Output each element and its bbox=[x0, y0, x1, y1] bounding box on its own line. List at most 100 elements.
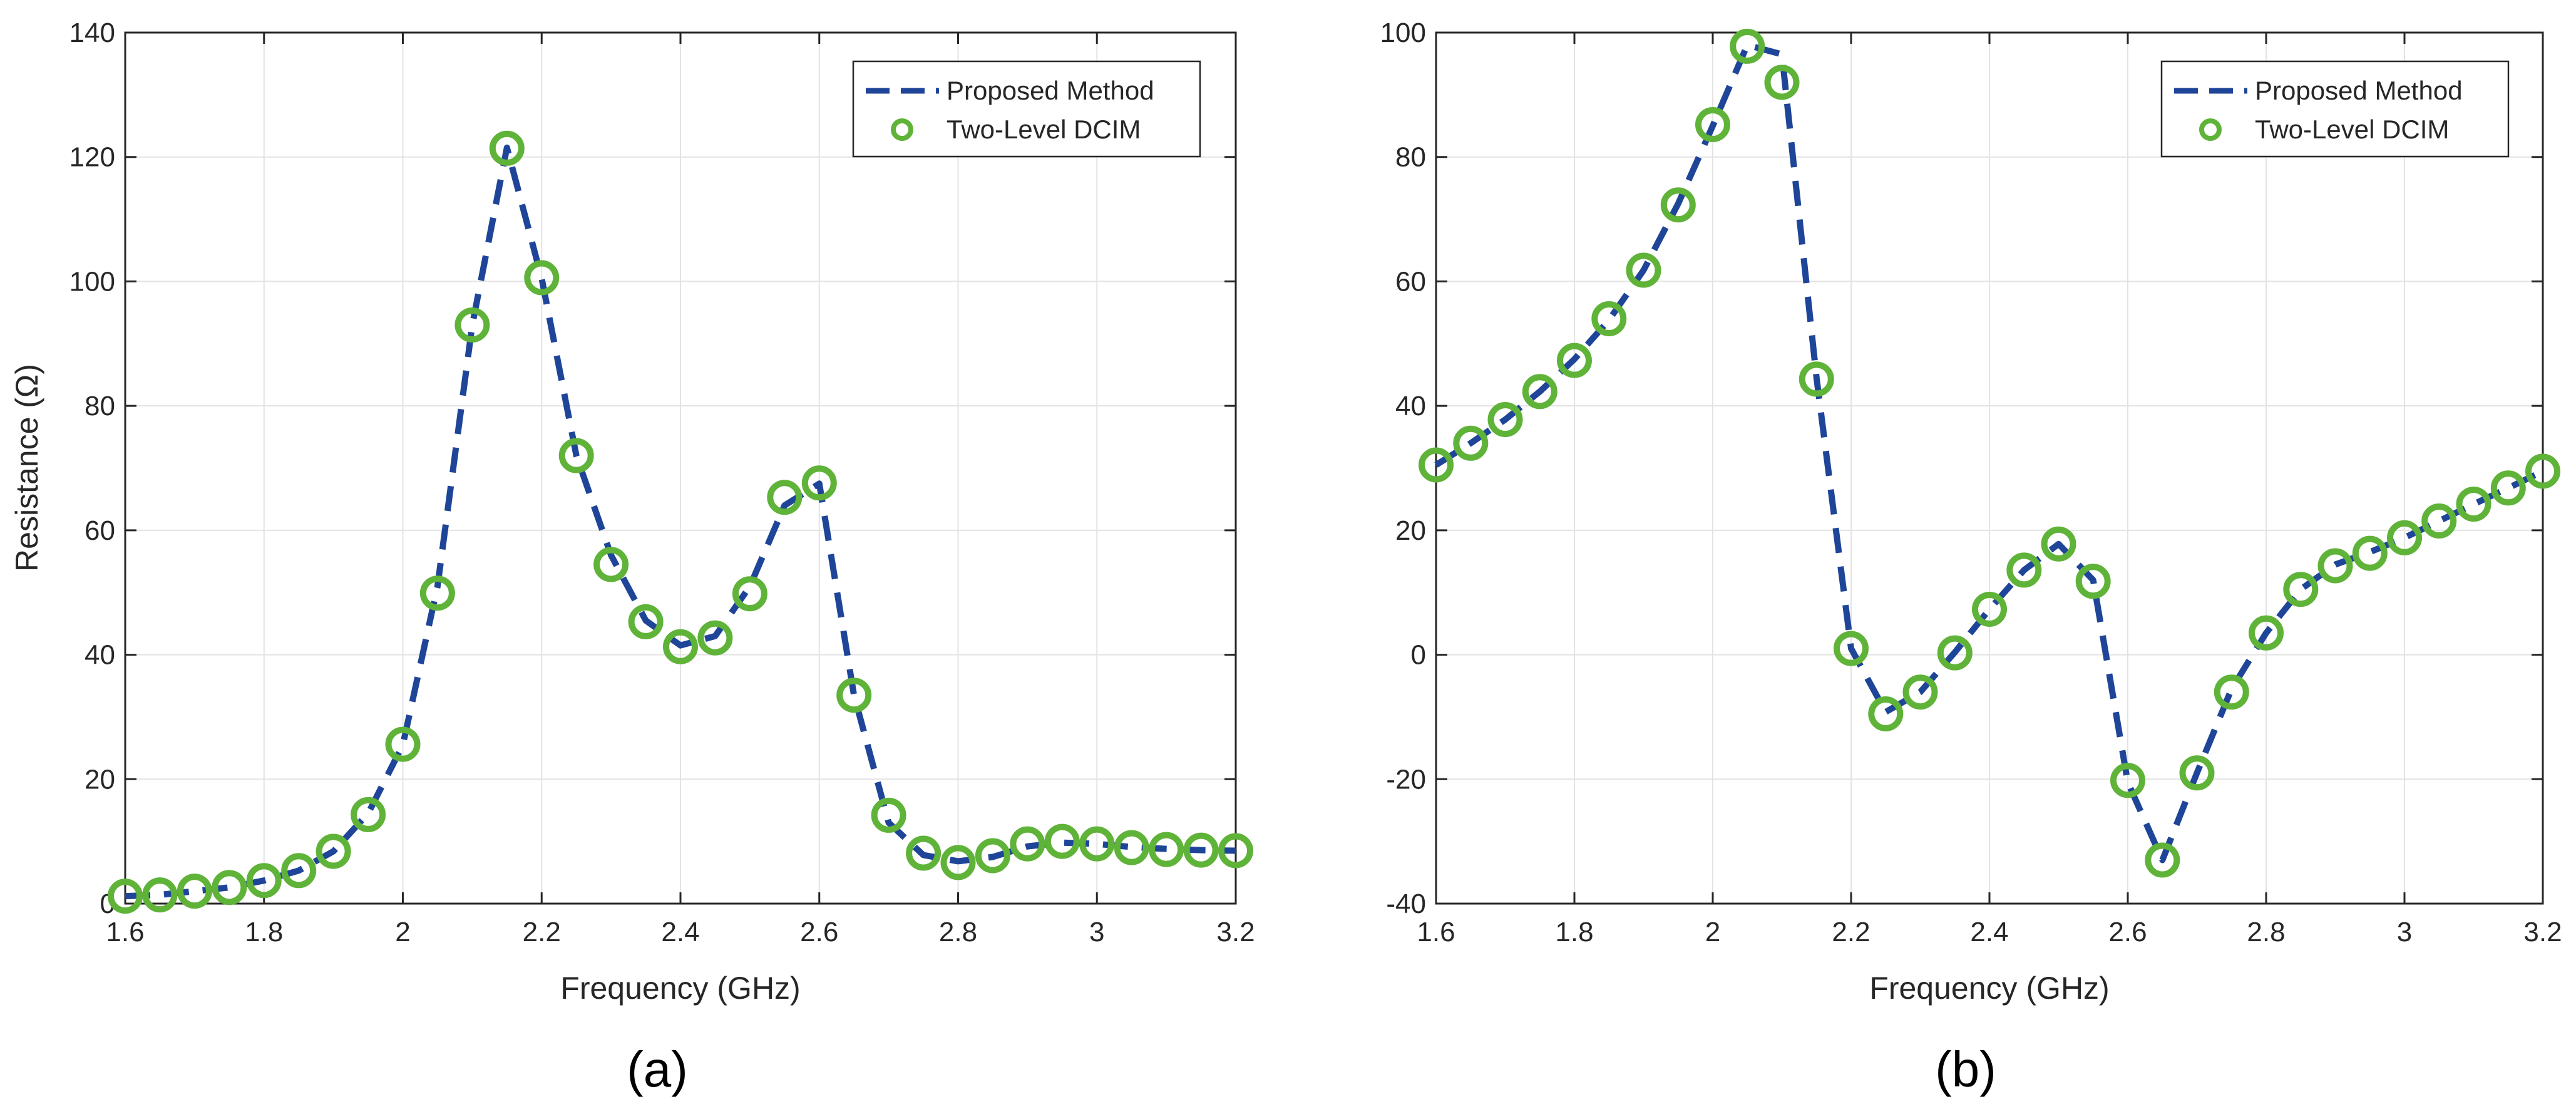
x-axis-label-a: Frequency (GHz) bbox=[560, 971, 800, 1006]
panel-label-a: (a) bbox=[627, 1041, 688, 1097]
data-point-two-level-dcim bbox=[1626, 252, 1661, 288]
data-point-two-level-dcim bbox=[2145, 842, 2180, 878]
data-point-two-level-dcim bbox=[1799, 361, 1834, 397]
data-point-two-level-dcim bbox=[2456, 487, 2491, 522]
y-tick-label: -40 bbox=[1386, 889, 1426, 919]
x-tick-label: 2.6 bbox=[800, 917, 838, 947]
data-point-two-level-dcim bbox=[558, 438, 594, 473]
data-point-two-level-dcim bbox=[524, 260, 560, 296]
panel-label-b: (b) bbox=[1935, 1041, 1996, 1097]
y-tick-label: 0 bbox=[1411, 640, 1426, 671]
data-point-two-level-dcim bbox=[1591, 301, 1627, 336]
data-point-two-level-dcim bbox=[1834, 631, 1869, 666]
legend-dcim-label-b: Two-Level DCIM bbox=[2255, 115, 2449, 144]
data-point-two-level-dcim bbox=[246, 863, 282, 899]
x-tick-label: 3 bbox=[1089, 917, 1104, 947]
data-point-two-level-dcim bbox=[2214, 674, 2249, 710]
x-tick-label: 2.4 bbox=[661, 917, 699, 947]
data-point-two-level-dcim bbox=[2041, 526, 2076, 562]
x-tick-label: 2.2 bbox=[523, 917, 561, 947]
x-tick-label: 1.6 bbox=[1417, 917, 1455, 947]
x-axis-label-b: Frequency (GHz) bbox=[1869, 971, 2109, 1006]
data-point-two-level-dcim bbox=[628, 604, 664, 639]
data-point-two-level-dcim bbox=[1114, 830, 1149, 865]
data-point-two-level-dcim bbox=[2006, 552, 2042, 588]
y-tick-label: 20 bbox=[1395, 515, 1426, 546]
data-point-two-level-dcim bbox=[2075, 564, 2111, 599]
series-group-b bbox=[1419, 28, 2560, 878]
data-point-two-level-dcim bbox=[836, 678, 872, 713]
data-point-two-level-dcim bbox=[1695, 107, 1730, 142]
data-point-two-level-dcim bbox=[732, 576, 767, 612]
y-tick-label: 40 bbox=[1395, 391, 1426, 421]
data-point-two-level-dcim bbox=[1079, 826, 1115, 862]
y-tick-label: 100 bbox=[69, 266, 115, 297]
data-point-two-level-dcim bbox=[1044, 823, 1080, 859]
data-point-two-level-dcim bbox=[1937, 635, 1973, 671]
y-tick-label: 60 bbox=[85, 515, 115, 546]
data-point-two-level-dcim bbox=[2317, 548, 2353, 584]
data-point-two-level-dcim bbox=[489, 130, 525, 166]
data-point-two-level-dcim bbox=[593, 547, 629, 582]
data-point-two-level-dcim bbox=[108, 879, 143, 914]
x-tick-label: 1.6 bbox=[106, 917, 144, 947]
data-point-two-level-dcim bbox=[940, 845, 976, 880]
data-point-two-level-dcim bbox=[351, 797, 386, 832]
data-point-two-level-dcim bbox=[1487, 402, 1523, 437]
x-tick-label: 2.8 bbox=[939, 917, 977, 947]
data-point-two-level-dcim bbox=[1419, 447, 1454, 483]
data-point-two-level-dcim bbox=[281, 853, 317, 889]
legend-dcim-swatch-b bbox=[2199, 118, 2222, 141]
data-point-two-level-dcim bbox=[1972, 592, 2007, 627]
data-point-two-level-dcim bbox=[142, 877, 178, 913]
chart-panel-a: 1.6 1.8 2 2.2 2.4 2.6 2.8 3 3.2 0204060801001201… bbox=[9, 18, 1255, 1097]
series-line-proposed-method bbox=[125, 144, 1236, 900]
legend-dcim-swatch-a bbox=[891, 118, 913, 141]
data-point-two-level-dcim bbox=[1902, 674, 1938, 710]
x-tick-label: 2.8 bbox=[2247, 917, 2285, 947]
data-point-two-level-dcim bbox=[2249, 615, 2284, 651]
data-point-two-level-dcim bbox=[1010, 826, 1045, 862]
data-point-two-level-dcim bbox=[1730, 28, 1765, 64]
data-point-two-level-dcim bbox=[1218, 833, 1253, 869]
data-point-two-level-dcim bbox=[385, 726, 421, 762]
chart-panel-b: 1.6 1.8 2 2.2 2.4 2.6 2.8 3 3.2 -40-200204060801… bbox=[1380, 18, 2562, 1097]
y-tick-label: 80 bbox=[85, 391, 115, 421]
data-point-two-level-dcim bbox=[177, 874, 212, 909]
data-point-two-level-dcim bbox=[1149, 832, 1184, 867]
data-point-two-level-dcim bbox=[212, 870, 247, 905]
y-tick-label: 60 bbox=[1395, 266, 1426, 297]
y-ticks-b: -40 -20 0 20 40 60 80 100 bbox=[1380, 18, 2543, 919]
data-point-two-level-dcim bbox=[1522, 374, 1557, 410]
data-point-two-level-dcim bbox=[697, 620, 733, 656]
data-point-two-level-dcim bbox=[2352, 535, 2388, 571]
legend-dcim-label-a: Two-Level DCIM bbox=[947, 115, 1141, 144]
y-tick-label: 20 bbox=[85, 764, 115, 795]
data-point-two-level-dcim bbox=[906, 835, 942, 871]
data-point-two-level-dcim bbox=[2179, 755, 2215, 791]
data-point-two-level-dcim bbox=[454, 307, 490, 343]
data-point-two-level-dcim bbox=[1660, 187, 1696, 223]
data-point-two-level-dcim bbox=[316, 833, 351, 869]
data-point-two-level-dcim bbox=[419, 575, 455, 611]
x-tick-label: 2.4 bbox=[1970, 917, 2008, 947]
x-tick-label: 3 bbox=[2397, 917, 2412, 947]
y-tick-label: -20 bbox=[1386, 764, 1426, 795]
x-tick-label: 2.2 bbox=[1832, 917, 1870, 947]
x-tick-label: 3.2 bbox=[2523, 917, 2562, 947]
data-point-two-level-dcim bbox=[2387, 520, 2422, 555]
x-tick-label: 2 bbox=[1705, 917, 1720, 947]
data-point-two-level-dcim bbox=[2525, 453, 2560, 489]
legend-proposed-label-a: Proposed Method bbox=[947, 76, 1154, 105]
data-point-two-level-dcim bbox=[2421, 503, 2457, 539]
y-tick-label: 40 bbox=[85, 640, 115, 671]
legend-box-a bbox=[852, 60, 1201, 158]
data-point-two-level-dcim bbox=[801, 465, 837, 501]
legend-a: Proposed Method Two-Level DCIM bbox=[852, 60, 1201, 158]
series-group-a bbox=[108, 130, 1253, 914]
data-point-two-level-dcim bbox=[871, 797, 906, 833]
y-tick-label: 120 bbox=[69, 142, 115, 173]
y-tick-label: 140 bbox=[69, 18, 115, 48]
